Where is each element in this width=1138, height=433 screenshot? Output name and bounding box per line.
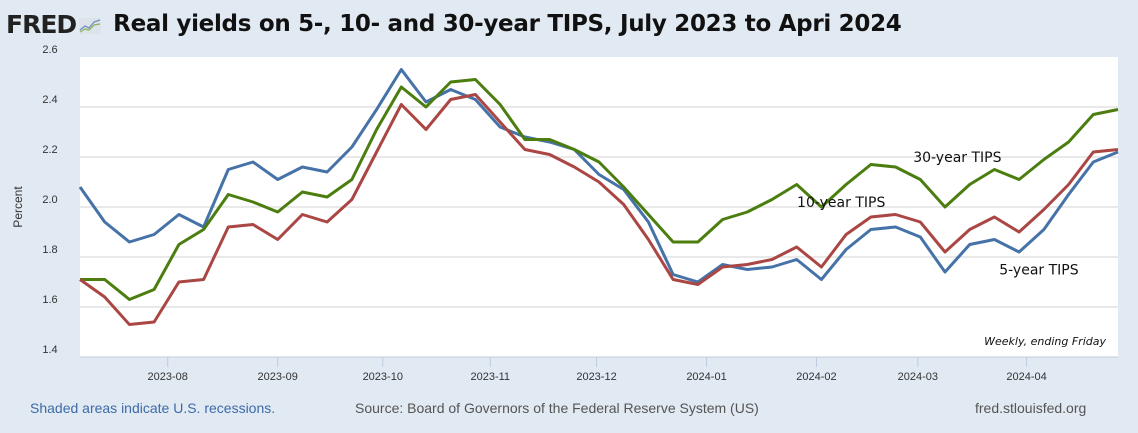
x-tick-label: 2023-11 [470,371,510,383]
x-tick-label: 2024-03 [898,371,938,383]
x-tick-label: 2024-02 [796,371,836,383]
y-tick-label: 2.6 [42,44,57,56]
chart-title: Real yields on 5-, 10- and 30-year TIPS,… [113,11,902,37]
header: FRED Real yields on 5-, 10- and 30-year … [6,4,902,44]
y-tick-label: 2.2 [42,144,57,156]
x-tick-label: 2024-01 [686,371,726,383]
frequency-annotation: Weekly, ending Friday [984,335,1106,348]
x-tick-label: 2023-10 [363,371,403,383]
y-axis-label: Percent [11,186,25,228]
x-tick-label: 2024-04 [1006,371,1046,383]
series-line-10-year-tips [79,93,1119,326]
y-tick-label: 2.0 [42,194,57,206]
series-label: 5-year TIPS [999,263,1079,279]
x-tick-label: 2023-12 [576,371,616,383]
y-tick-label: 1.4 [42,344,57,356]
y-tick-label: 1.8 [42,244,57,256]
y-tick-label: 1.6 [42,294,57,306]
site-link[interactable]: fred.stlouisfed.org [975,400,1087,416]
line-chart-icon [79,18,102,34]
y-tick-label: 2.4 [42,94,57,106]
recessions-note-link[interactable]: Shaded areas indicate U.S. recessions. [30,400,276,416]
x-tick-label: 2023-09 [258,371,298,383]
x-tick-label: 2023-08 [148,371,188,383]
fred-logo[interactable]: FRED [6,9,77,39]
series-line-30-year-tips [80,78,1119,301]
series-label: 30-year TIPS [913,150,1001,166]
series-line-5-year-tips [78,68,1119,284]
series-label: 10-year TIPS [797,195,885,211]
source-text: Source: Board of Governors of the Federa… [355,400,759,416]
